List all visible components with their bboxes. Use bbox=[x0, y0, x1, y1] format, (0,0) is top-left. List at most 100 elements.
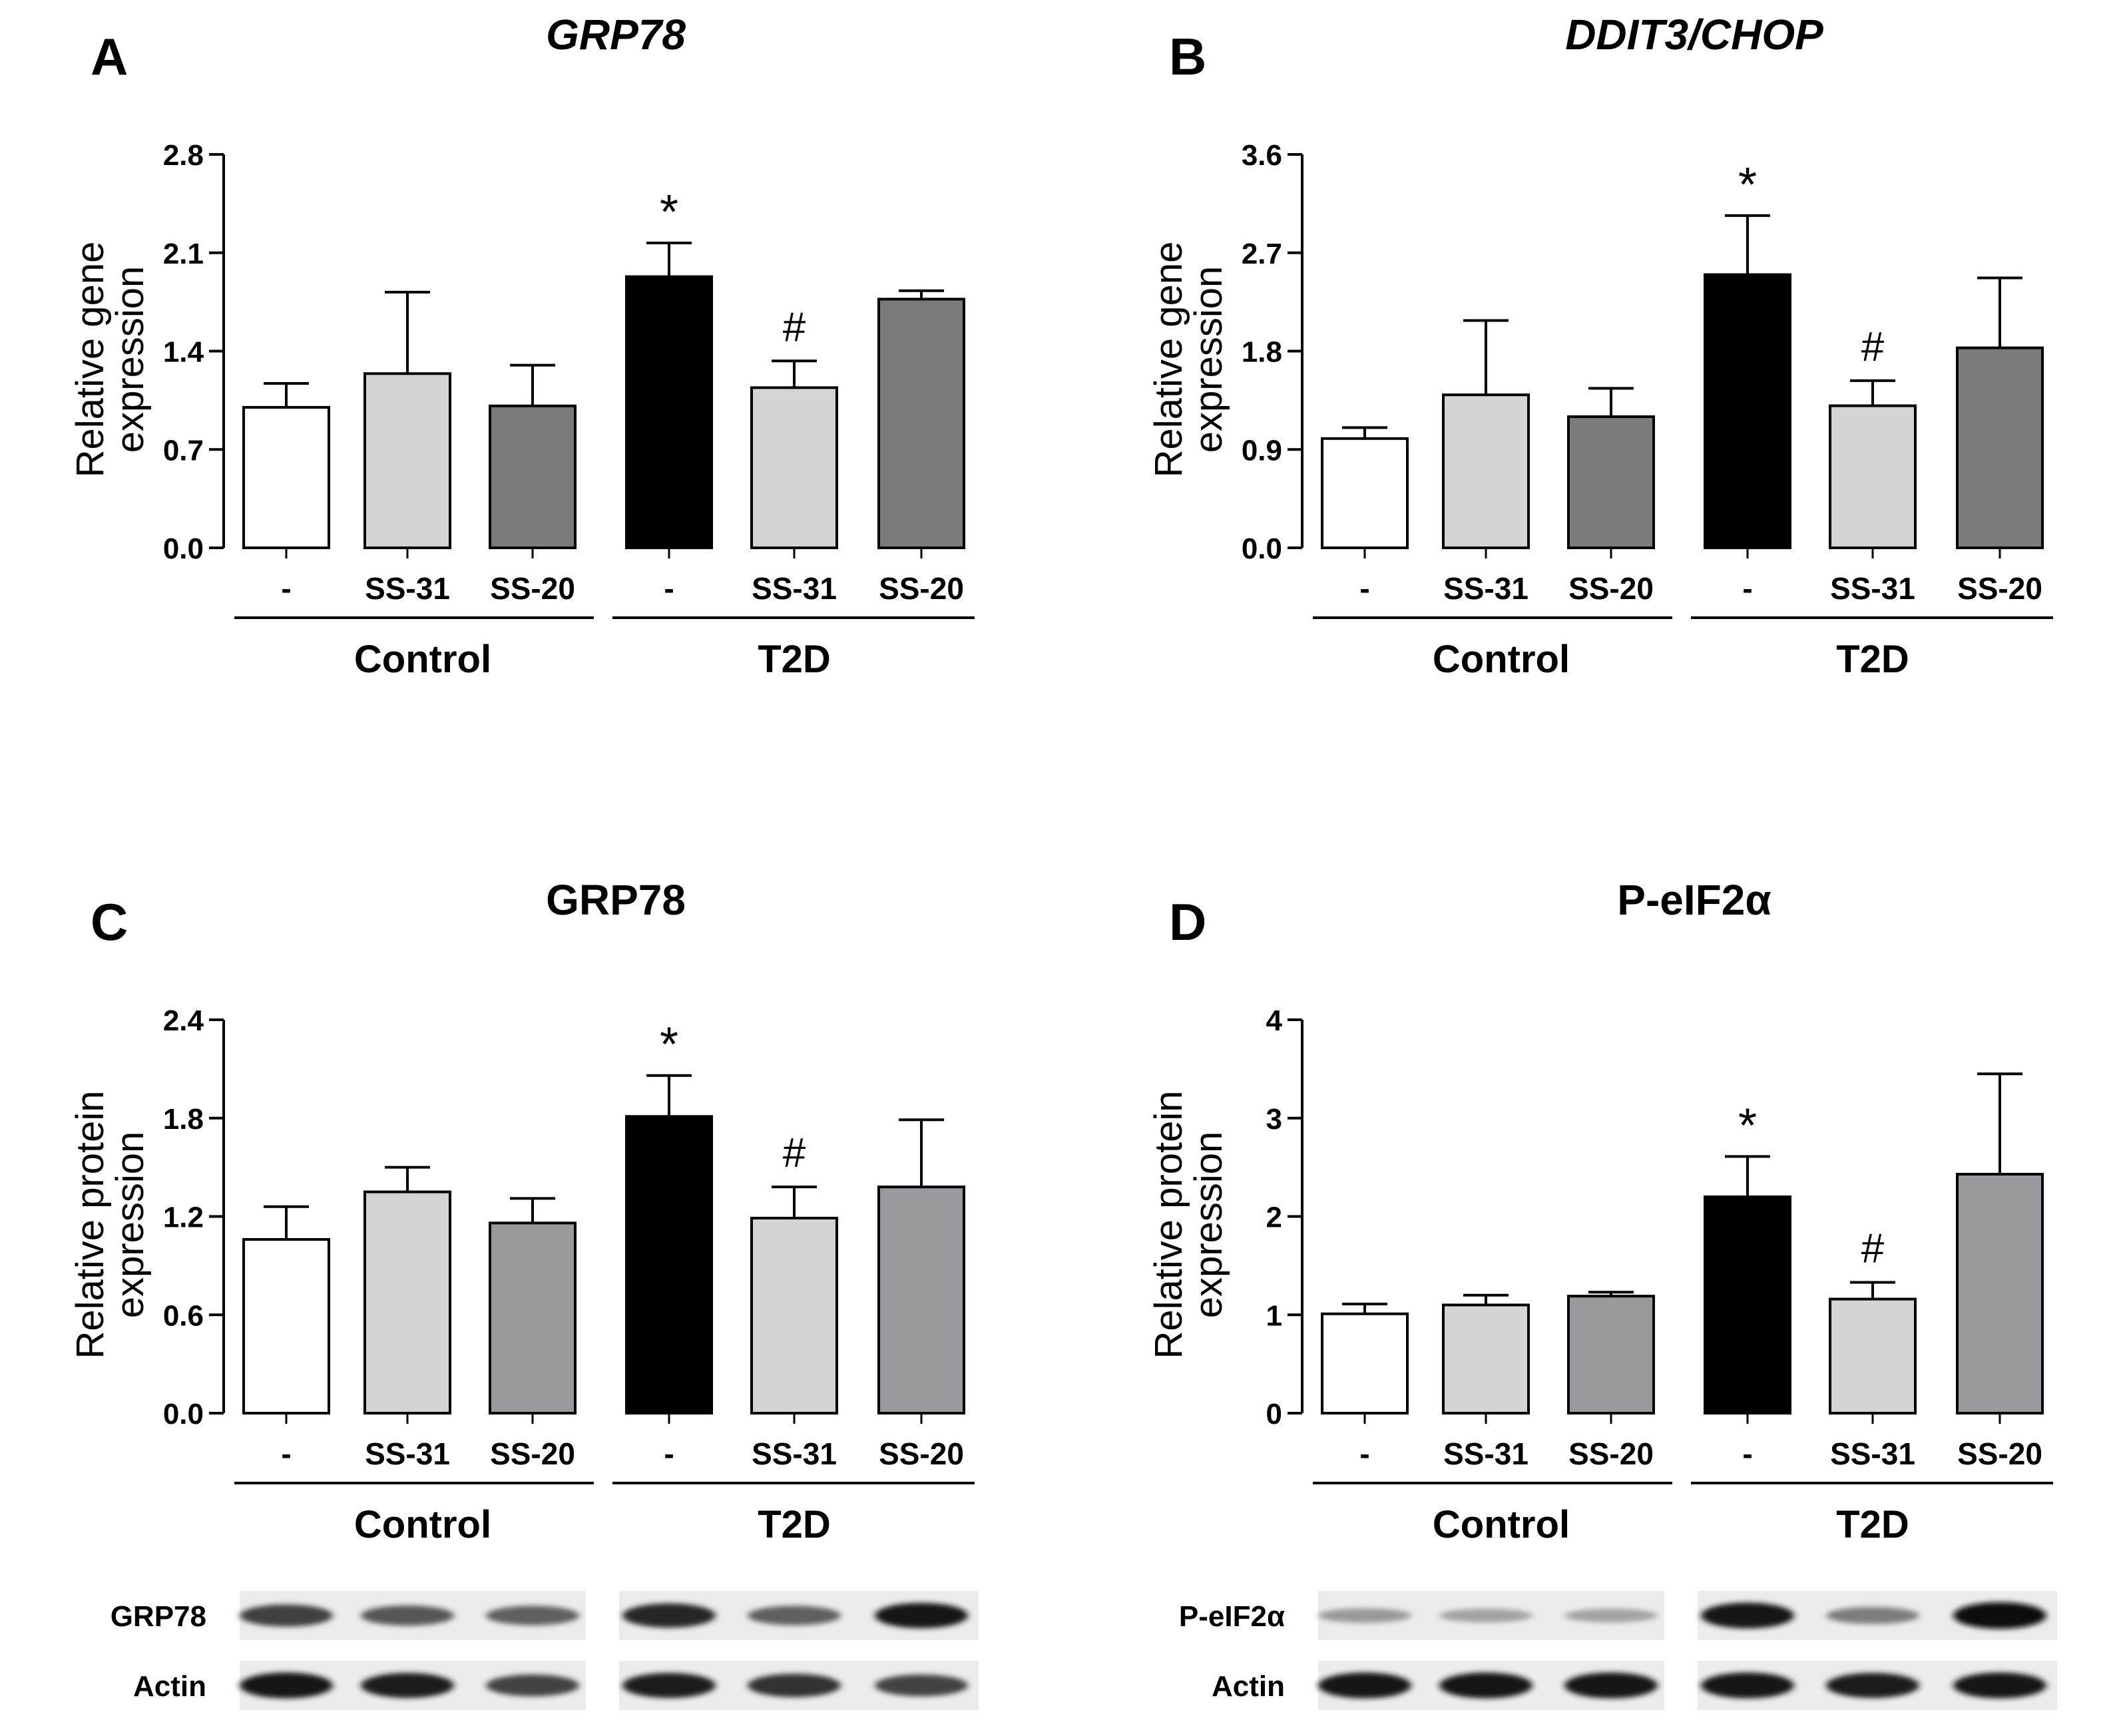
bar bbox=[1829, 404, 1917, 549]
x-category-label: - bbox=[1742, 1436, 1752, 1471]
blot-band bbox=[240, 1672, 333, 1699]
bar bbox=[1442, 1303, 1530, 1414]
x-category-label: SS-20 bbox=[1568, 571, 1654, 606]
blot-band bbox=[622, 1673, 716, 1698]
bar bbox=[1442, 393, 1530, 550]
bar bbox=[1829, 1297, 1917, 1414]
significance-marker: # bbox=[1861, 1225, 1885, 1271]
bar bbox=[489, 1221, 577, 1414]
y-axis-label-line2: expression bbox=[109, 1132, 152, 1318]
group-label: Control bbox=[1433, 1503, 1570, 1546]
panel-letter: B bbox=[1169, 27, 1206, 86]
blot-band bbox=[361, 1605, 454, 1626]
blot-band bbox=[1953, 1602, 2046, 1629]
y-tick-label: 1.2 bbox=[163, 1201, 204, 1234]
blot-band bbox=[1439, 1608, 1532, 1623]
significance-marker: # bbox=[783, 304, 806, 350]
bar bbox=[750, 386, 838, 550]
y-axis-label-line2: expression bbox=[109, 266, 152, 453]
bar bbox=[1704, 273, 1791, 549]
y-tick-label: 3.6 bbox=[1242, 139, 1282, 172]
blot-row-label: Actin bbox=[1212, 1670, 1285, 1703]
blot-band bbox=[1318, 1608, 1411, 1623]
bar bbox=[363, 372, 451, 549]
y-tick-label: 2 bbox=[1266, 1201, 1282, 1234]
bar bbox=[242, 1237, 330, 1414]
x-category-label: SS-20 bbox=[1957, 1436, 2042, 1471]
blot-band bbox=[875, 1674, 968, 1697]
significance-marker: # bbox=[783, 1130, 806, 1176]
blot-band bbox=[1826, 1607, 1919, 1624]
y-tick-label: 0.7 bbox=[163, 434, 204, 467]
bar bbox=[1956, 346, 2044, 549]
x-category-label: - bbox=[664, 1436, 674, 1471]
y-tick-label: 1.8 bbox=[1242, 336, 1282, 369]
group-label: T2D bbox=[1836, 638, 1909, 681]
x-category-label: SS-31 bbox=[1443, 571, 1529, 606]
x-category-label: SS-31 bbox=[1443, 1436, 1529, 1471]
chart-title: DDIT3/CHOP bbox=[1565, 11, 1823, 59]
bar bbox=[1321, 437, 1409, 549]
blot-band bbox=[486, 1606, 579, 1626]
significance-marker: * bbox=[1738, 1099, 1757, 1152]
x-category-label: SS-20 bbox=[1957, 571, 2042, 606]
blot-band bbox=[748, 1606, 841, 1626]
blot-band bbox=[361, 1673, 454, 1698]
x-category-label: SS-31 bbox=[365, 571, 450, 606]
chart-title: GRP78 bbox=[546, 11, 686, 59]
bar bbox=[363, 1190, 451, 1414]
y-tick-label: 4 bbox=[1266, 1004, 1283, 1037]
bar bbox=[625, 275, 713, 549]
y-axis-label-line2: expression bbox=[1187, 1132, 1230, 1318]
x-category-label: SS-20 bbox=[490, 571, 575, 606]
bar bbox=[1321, 1312, 1409, 1415]
bar bbox=[625, 1115, 713, 1414]
blot-row-label: P-eIF2α bbox=[1179, 1600, 1285, 1633]
significance-marker: # bbox=[1861, 324, 1885, 370]
blot-band bbox=[1439, 1672, 1532, 1699]
chart-title: GRP78 bbox=[546, 876, 686, 924]
x-category-label: - bbox=[1359, 1436, 1369, 1471]
panel-letter: C bbox=[91, 893, 128, 951]
bar bbox=[1956, 1172, 2044, 1414]
y-tick-label: 0.6 bbox=[163, 1299, 204, 1332]
bar bbox=[1567, 415, 1655, 549]
y-tick-label: 1.4 bbox=[163, 336, 204, 369]
blot-band bbox=[1826, 1673, 1919, 1698]
bar bbox=[877, 1186, 965, 1414]
significance-marker: * bbox=[660, 186, 678, 239]
blot-row-label: GRP78 bbox=[111, 1600, 206, 1633]
bar bbox=[1567, 1295, 1655, 1414]
y-tick-label: 0.0 bbox=[163, 1398, 204, 1430]
bar bbox=[489, 404, 577, 550]
group-label: Control bbox=[354, 638, 491, 681]
y-axis-label-line1: Relative protein bbox=[1147, 1091, 1190, 1359]
x-category-label: - bbox=[281, 571, 291, 606]
chart-title: P-eIF2α bbox=[1617, 876, 1771, 924]
blot-band bbox=[1953, 1672, 2046, 1699]
significance-marker: * bbox=[1738, 158, 1757, 212]
blot-band bbox=[486, 1674, 579, 1697]
x-category-label: SS-31 bbox=[1830, 1436, 1915, 1471]
blot-band bbox=[1564, 1608, 1658, 1623]
x-category-label: - bbox=[281, 1436, 291, 1471]
significance-marker: * bbox=[660, 1018, 678, 1072]
y-tick-label: 0.9 bbox=[1242, 434, 1282, 467]
y-axis-label-line1: Relative gene bbox=[1147, 242, 1190, 478]
bar bbox=[877, 298, 965, 549]
x-category-label: SS-31 bbox=[752, 571, 837, 606]
y-tick-label: 2.1 bbox=[163, 238, 204, 270]
x-category-label: SS-20 bbox=[879, 571, 964, 606]
panel-letter: A bbox=[91, 27, 128, 86]
group-label: Control bbox=[354, 1503, 491, 1546]
y-tick-label: 0 bbox=[1266, 1398, 1282, 1430]
x-category-label: - bbox=[1359, 571, 1369, 606]
